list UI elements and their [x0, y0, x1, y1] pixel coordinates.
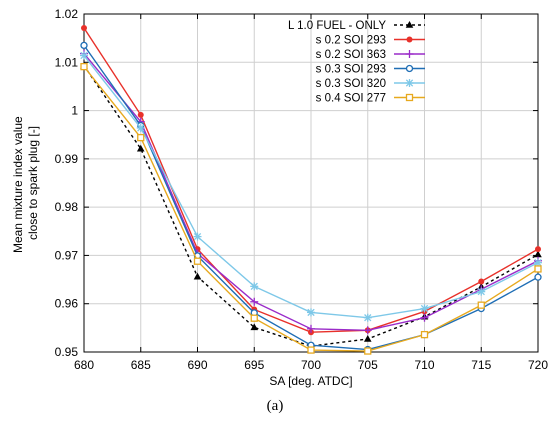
series-5 [80, 62, 542, 355]
x-tick-label: 700 [301, 358, 321, 372]
data-point [307, 346, 315, 354]
line-chart: 680 685 690 695 700 705 710 715 720 0.95 0.96 0.97 0… [11, 7, 549, 388]
y-tick-label: 1.01 [55, 55, 79, 69]
data-point [405, 21, 414, 28]
y-axis-title-line-2: close to spark plug [-] [26, 126, 40, 240]
data-point [364, 347, 372, 355]
data-point [363, 334, 372, 342]
y-tick-label: 0.97 [55, 248, 79, 262]
legend-label: s 0.3 SOI 320 [316, 78, 386, 90]
data-point [420, 313, 429, 322]
data-point [534, 258, 542, 267]
y-tick-label: 1 [71, 104, 78, 118]
y-tick-label: 0.98 [55, 200, 79, 214]
data-point [405, 79, 414, 87]
data-point [478, 278, 485, 285]
x-axis-title: SA [deg. ATDC] [269, 374, 352, 388]
data-point [363, 326, 372, 335]
axes: 680 685 690 695 700 705 710 715 720 0.95 0.96 0.97 0… [55, 7, 549, 372]
x-tick-label: 695 [244, 358, 264, 372]
data-point [307, 308, 315, 317]
x-tick-label: 685 [131, 358, 151, 372]
data-point [534, 250, 542, 258]
data-point [420, 304, 429, 313]
data-point [363, 313, 372, 322]
legend-item: s 0.4 SOI 277 [316, 93, 425, 105]
data-point [534, 265, 542, 273]
data-point [250, 297, 259, 306]
legend-item: s 0.2 SOI 293 [316, 35, 425, 47]
data-point [307, 324, 315, 333]
y-tick-label: 0.99 [55, 152, 79, 166]
x-tick-label: 710 [414, 358, 434, 372]
x-tick-label: 680 [74, 358, 94, 372]
legend-item: s 0.3 SOI 293 [316, 64, 425, 76]
data-point [477, 301, 485, 309]
data-point [405, 64, 414, 73]
figure-caption: (a) [266, 398, 284, 414]
data-point [80, 62, 88, 71]
legend-item: s 0.3 SOI 320 [316, 78, 425, 90]
data-point [250, 323, 259, 331]
legend-item: s 0.2 SOI 363 [316, 49, 425, 61]
data-point [420, 330, 429, 339]
y-tick-label: 1.02 [55, 7, 79, 21]
data-point [535, 246, 541, 253]
y-axis-title-line-1: Mean mixture index value [11, 116, 25, 253]
data-point [477, 287, 486, 296]
series-4 [80, 51, 542, 322]
legend-label: s 0.3 SOI 293 [316, 64, 386, 76]
x-tick-label: 715 [471, 358, 491, 372]
legend: L 1.0 FUEL - ONLY s 0.2 SOI 293 s 0.2 SOI … [288, 20, 425, 105]
data-point [136, 123, 145, 132]
data-point [137, 133, 145, 142]
data-point [405, 50, 414, 58]
data-point [80, 41, 88, 50]
data-point [250, 314, 258, 322]
y-tick-label: 0.96 [55, 297, 79, 311]
data-point [534, 273, 542, 281]
data-point [80, 51, 88, 60]
legend-label: s 0.2 SOI 363 [316, 49, 386, 61]
series-layer [80, 25, 542, 355]
data-point [193, 272, 202, 280]
data-point [136, 144, 145, 152]
data-point [250, 282, 259, 291]
legend-label: L 1.0 FUEL - ONLY [288, 20, 386, 32]
x-tick-label: 705 [358, 358, 378, 372]
data-point [81, 25, 87, 32]
grid [83, 13, 539, 353]
data-point [193, 232, 202, 241]
y-axis-title: Mean mixture index value close to spark … [11, 113, 40, 253]
x-tick-label: 690 [187, 358, 207, 372]
y-tick-label: 0.95 [55, 345, 79, 359]
data-point [405, 93, 414, 102]
legend-label: s 0.4 SOI 277 [316, 93, 386, 105]
legend-label: s 0.2 SOI 293 [316, 35, 386, 47]
data-point [406, 36, 413, 43]
x-tick-label: 720 [528, 358, 548, 372]
data-point [193, 257, 202, 265]
legend-item: L 1.0 FUEL - ONLY [288, 20, 425, 32]
data-point [137, 111, 144, 118]
